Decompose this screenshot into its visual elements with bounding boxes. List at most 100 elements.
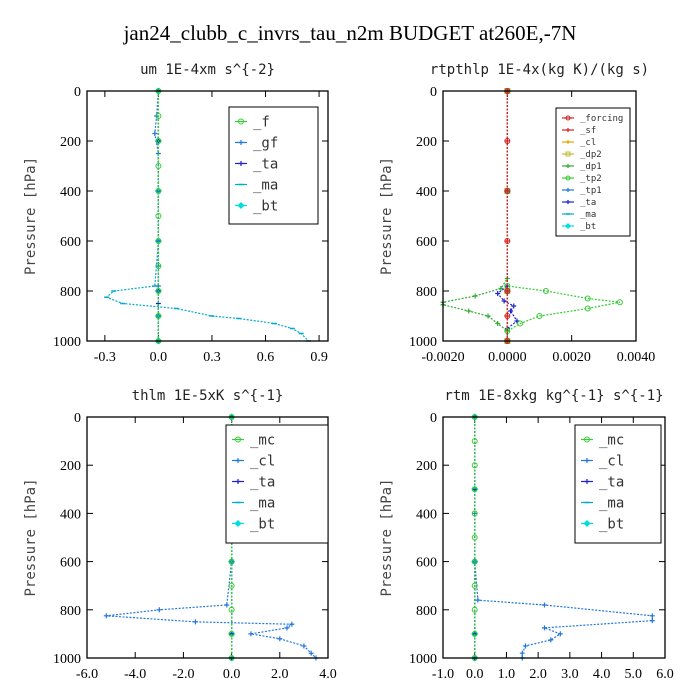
legend-label: _ma [250,495,275,511]
legend-marker [566,164,570,168]
y-tick-label: 1000 [53,335,81,350]
legend-item: _ma [581,495,624,511]
legend-marker [566,128,570,132]
legend-item: _forcing [562,114,623,124]
legend-marker [566,140,570,144]
legend-item: _sf [562,126,596,136]
x-tick-label: -2.0 [172,667,194,682]
legend-label: _cl [599,453,624,469]
data-point [228,582,235,589]
y-axis-label: Pressure [hPa] [23,157,39,275]
legend-label: _sf [580,126,596,136]
data-point [152,131,158,136]
panel-1: um 1E-4xm s^{-2} Pressure [hPa] -0.3 0.0 0.3… [23,62,329,365]
legend-label: _gf [253,135,278,151]
legend-marker [238,118,244,125]
x-tick-label: 0.0020 [552,350,591,365]
legend-marker [584,458,590,463]
panel-title: thlm 1E-5xK s^{-1} [132,388,284,404]
data-point [155,313,162,319]
data-point [228,606,235,613]
panel-title: rtpthlp 1E-4x(kg K)/(kg s) [430,62,649,78]
y-tick-label: 1000 [409,652,437,667]
data-point [471,486,478,493]
legend-label: _mc [250,432,275,448]
data-point [495,291,501,296]
legend-item: _ta [562,198,596,208]
data-point [541,625,547,631]
legend-item: _cl [232,453,275,469]
legend-item: _bt [562,222,596,232]
data-point [471,534,478,541]
y-tick-label: 400 [60,507,81,522]
data-point [504,313,511,319]
legend-box [225,424,329,544]
data-point [542,288,549,294]
legend-item: _f [235,114,270,130]
legend-label: _forcing [580,114,623,124]
legend-marker [583,520,591,527]
y-tick-label: 200 [60,135,81,150]
data-point [649,613,655,619]
data-point [289,621,295,627]
data-point [155,288,162,294]
legend-marker [566,188,570,192]
x-tick-label: -0.3 [94,350,116,365]
data-point [649,618,655,624]
y-tick-label: 800 [60,285,81,300]
plot-frame [86,90,329,342]
data-point [584,305,591,312]
data-point [519,650,525,656]
x-tick-label: 0.3 [203,350,221,365]
data-point [471,438,478,445]
data-point [522,643,528,649]
data-point [511,303,517,309]
data-point [508,308,514,314]
panel-2: rtpthlp 1E-4x(kg K)/(kg s) Pressure [hPa]… [379,62,655,365]
legend-item: _ta [232,474,275,490]
legend-box [228,106,319,225]
y-tick-label: 600 [60,556,81,571]
y-tick-label: 0 [430,85,437,100]
legend-item: _gf [235,135,278,151]
legend-label: _mc [599,432,624,448]
data-point [471,606,478,613]
data-point [517,320,524,327]
data-point [471,462,478,469]
legend-label: _ma [253,177,278,193]
legend-item: _cl [562,138,596,148]
x-tick-label: -4.0 [124,667,146,682]
data-point [103,613,109,619]
data-point [155,163,162,169]
legend-label: _f [253,114,270,130]
series-mc [471,414,478,661]
data-point [155,213,162,219]
data-point [284,625,290,631]
data-point [471,510,478,517]
legend-marker [565,151,571,157]
legend-label: _tp1 [580,186,602,196]
data-point [248,631,254,637]
y-tick-label: 600 [416,556,437,571]
x-tick-label: 0.0 [150,350,168,365]
data-point [485,313,491,319]
data-point [301,643,307,649]
data-point [228,630,235,637]
legend-item: _ma [235,177,278,193]
data-point [584,295,591,302]
legend: _f _gf _ta _ma _bt [228,106,319,225]
x-tick-label: -0.0020 [421,350,464,365]
data-point [504,188,511,194]
y-tick-label: 800 [416,604,437,619]
x-tick-label: 0.0000 [488,350,527,365]
legend-item: _bt [235,198,278,214]
y-axis-label: Pressure [hPa] [379,478,395,596]
y-tick-label: 400 [60,185,81,200]
data-point [155,188,162,194]
data-point [155,113,162,119]
legend-marker [235,479,241,484]
y-tick-label: 1000 [53,652,81,667]
legend-marker [565,115,571,121]
panel-title: um 1E-4xm s^{-2} [140,62,275,78]
